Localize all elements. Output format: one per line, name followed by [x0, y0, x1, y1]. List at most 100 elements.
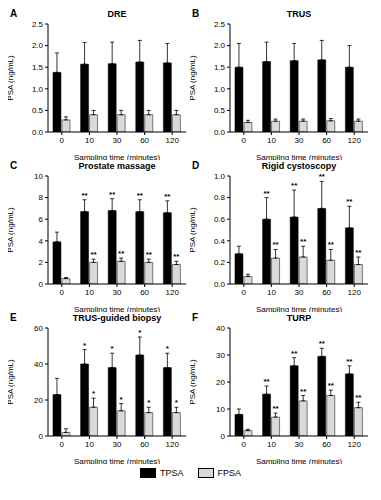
svg-text:1.0: 1.0 — [214, 85, 226, 94]
svg-text:2.0: 2.0 — [32, 41, 44, 50]
svg-text:40: 40 — [216, 324, 225, 333]
svg-text:**: ** — [319, 172, 326, 181]
svg-text:**: ** — [90, 250, 97, 259]
svg-text:30: 30 — [113, 136, 122, 145]
svg-text:0: 0 — [242, 440, 247, 449]
svg-text:*: * — [138, 328, 142, 337]
svg-text:120: 120 — [166, 288, 180, 297]
svg-text:**: ** — [355, 393, 362, 402]
svg-text:60: 60 — [140, 440, 149, 449]
svg-text:4: 4 — [39, 237, 44, 246]
svg-text:**: ** — [263, 189, 270, 198]
svg-text:0: 0 — [60, 288, 65, 297]
svg-text:PSA (ng/mL): PSA (ng/mL) — [190, 207, 197, 253]
svg-text:10: 10 — [267, 136, 276, 145]
svg-text:**: ** — [291, 181, 298, 190]
svg-text:Sampling time (minutes): Sampling time (minutes) — [256, 153, 343, 160]
svg-text:10: 10 — [267, 288, 276, 297]
svg-text:10: 10 — [85, 440, 94, 449]
svg-text:20: 20 — [216, 378, 225, 387]
svg-text:2.5: 2.5 — [214, 20, 226, 29]
svg-text:1.0: 1.0 — [32, 85, 44, 94]
svg-text:20: 20 — [34, 396, 43, 405]
svg-text:120: 120 — [166, 440, 180, 449]
svg-text:0.6: 0.6 — [214, 215, 226, 224]
svg-text:**: ** — [319, 339, 326, 348]
svg-text:0.0: 0.0 — [214, 128, 226, 137]
svg-text:0: 0 — [221, 432, 226, 441]
svg-text:120: 120 — [348, 440, 362, 449]
svg-text:1.0: 1.0 — [214, 172, 226, 181]
svg-text:2: 2 — [39, 258, 44, 267]
svg-text:Sampling time (minutes): Sampling time (minutes) — [256, 305, 343, 312]
svg-text:PSA (ng/mL): PSA (ng/mL) — [8, 55, 15, 101]
svg-text:30: 30 — [295, 440, 304, 449]
svg-text:**: ** — [164, 192, 171, 201]
svg-text:**: ** — [109, 190, 116, 199]
svg-text:60: 60 — [322, 440, 331, 449]
svg-text:120: 120 — [166, 136, 180, 145]
svg-text:PSA (ng/mL): PSA (ng/mL) — [8, 359, 15, 405]
svg-text:0: 0 — [60, 136, 65, 145]
svg-text:0: 0 — [39, 280, 44, 289]
svg-text:**: ** — [146, 250, 153, 259]
svg-text:*: * — [175, 398, 179, 407]
svg-text:8: 8 — [39, 193, 44, 202]
svg-text:Sampling time (minutes): Sampling time (minutes) — [74, 153, 161, 160]
svg-text:0.2: 0.2 — [214, 258, 226, 267]
svg-text:*: * — [147, 398, 151, 407]
svg-text:0.5: 0.5 — [214, 106, 226, 115]
svg-text:1.5: 1.5 — [32, 63, 44, 72]
svg-text:60: 60 — [322, 288, 331, 297]
svg-text:60: 60 — [322, 136, 331, 145]
svg-text:0.5: 0.5 — [32, 106, 44, 115]
svg-text:120: 120 — [348, 136, 362, 145]
svg-text:**: ** — [346, 197, 353, 206]
svg-text:10: 10 — [85, 288, 94, 297]
svg-text:30: 30 — [113, 440, 122, 449]
svg-text:10: 10 — [216, 405, 225, 414]
svg-text:Sampling time (minutes): Sampling time (minutes) — [74, 457, 161, 464]
svg-text:0: 0 — [242, 136, 247, 145]
svg-text:*: * — [92, 389, 96, 398]
svg-text:1.5: 1.5 — [214, 63, 226, 72]
svg-text:0.8: 0.8 — [214, 193, 226, 202]
svg-text:2.5: 2.5 — [32, 20, 44, 29]
svg-text:0.0: 0.0 — [32, 128, 44, 137]
svg-text:**: ** — [81, 191, 88, 200]
svg-text:**: ** — [328, 381, 335, 390]
svg-text:60: 60 — [140, 288, 149, 297]
svg-text:PSA (ng/mL): PSA (ng/mL) — [8, 207, 15, 253]
svg-text:30: 30 — [216, 351, 225, 360]
svg-text:**: ** — [300, 387, 307, 396]
svg-text:*: * — [166, 344, 170, 353]
svg-text:*: * — [111, 344, 115, 353]
svg-text:0.4: 0.4 — [214, 237, 226, 246]
svg-text:2.0: 2.0 — [214, 41, 226, 50]
svg-text:**: ** — [263, 377, 270, 386]
svg-text:Sampling time (minutes): Sampling time (minutes) — [74, 305, 161, 312]
svg-text:40: 40 — [34, 360, 43, 369]
svg-text:**: ** — [355, 248, 362, 257]
svg-text:*: * — [83, 341, 87, 350]
svg-text:**: ** — [272, 404, 279, 413]
svg-text:**: ** — [118, 249, 125, 258]
svg-text:**: ** — [173, 252, 180, 261]
svg-text:Sampling time (minutes): Sampling time (minutes) — [256, 457, 343, 464]
svg-text:PSA (ng/mL): PSA (ng/mL) — [190, 359, 197, 405]
svg-text:10: 10 — [85, 136, 94, 145]
svg-text:0: 0 — [242, 288, 247, 297]
svg-text:60: 60 — [140, 136, 149, 145]
svg-text:10: 10 — [267, 440, 276, 449]
svg-text:**: ** — [346, 357, 353, 366]
svg-text:0: 0 — [60, 440, 65, 449]
svg-text:**: ** — [300, 237, 307, 246]
svg-text:**: ** — [137, 191, 144, 200]
svg-text:**: ** — [291, 349, 298, 358]
svg-text:60: 60 — [34, 324, 43, 333]
svg-text:0.0: 0.0 — [214, 280, 226, 289]
svg-text:30: 30 — [295, 288, 304, 297]
svg-text:10: 10 — [34, 172, 43, 181]
svg-text:30: 30 — [295, 136, 304, 145]
svg-text:PSA (ng/mL): PSA (ng/mL) — [190, 55, 197, 101]
